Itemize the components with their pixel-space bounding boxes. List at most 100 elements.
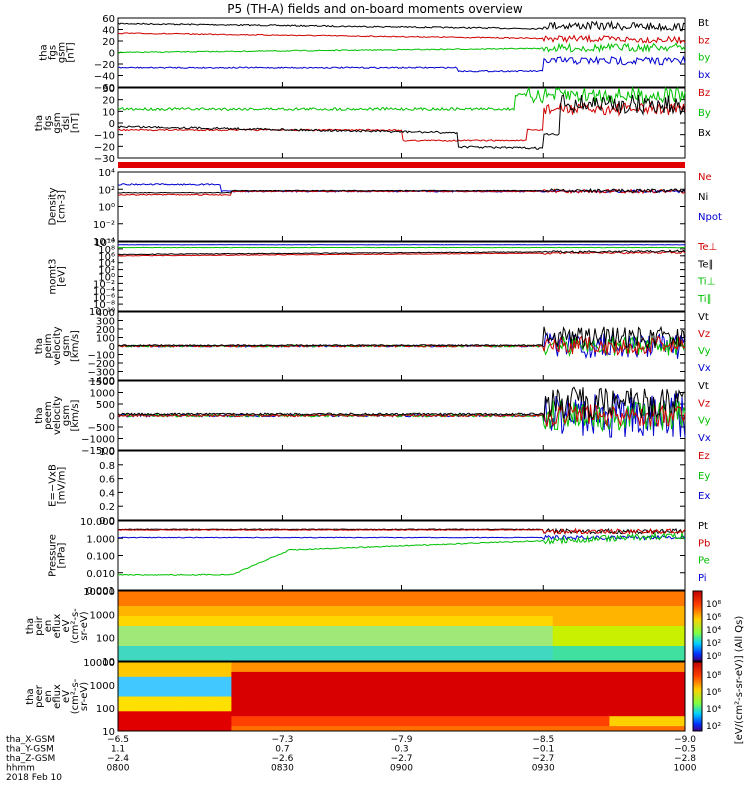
spectrogram-cell — [203, 616, 213, 622]
spectrogram-cell — [618, 601, 629, 607]
spectrogram-cell — [165, 691, 176, 697]
spectrogram-cell — [590, 666, 601, 673]
spectrogram-cell — [533, 726, 544, 732]
y-axis-label: velocity — [52, 396, 63, 435]
spectrogram-cell — [486, 721, 497, 727]
spectrogram-cell — [675, 601, 686, 607]
spectrogram-cell — [259, 656, 270, 662]
spectrogram-cell — [524, 662, 535, 668]
spectrogram-cell — [221, 666, 232, 673]
spectrogram-cell — [316, 626, 327, 632]
spectrogram-cell — [240, 716, 251, 722]
spectrogram-cell — [600, 711, 610, 717]
spectrogram-cell — [533, 706, 544, 712]
y-tick-label: −1500 — [81, 446, 115, 457]
spectrogram-cell — [354, 716, 365, 722]
spectrogram-cell — [590, 671, 601, 678]
spectrogram-cell — [458, 686, 469, 692]
spectrogram-cell — [146, 606, 157, 612]
spectrogram-cell — [221, 676, 232, 683]
spectrogram-cell — [146, 726, 157, 732]
spectrogram-cell — [486, 646, 497, 652]
spectrogram-cell — [496, 696, 506, 702]
spectrogram-cell — [618, 641, 629, 647]
x-row-value: −2.7 — [532, 754, 554, 764]
spectrogram-cell — [155, 701, 166, 707]
spectrogram-cell — [628, 711, 639, 717]
spectrogram-cell — [373, 711, 383, 717]
spectrogram-cell — [420, 656, 431, 662]
spectrogram-cell — [240, 646, 251, 652]
spectrogram-cell — [410, 591, 421, 597]
spectrogram-cell — [505, 616, 516, 622]
spectrogram-cell — [240, 626, 251, 632]
spectrogram-cell — [656, 621, 667, 627]
spectrogram-cell — [344, 681, 355, 688]
spectrogram-cell — [647, 671, 658, 678]
y-axis-label: [km/s] — [70, 330, 81, 362]
spectrogram-cell — [458, 721, 469, 727]
spectrogram-cell — [486, 686, 497, 692]
spectrogram-cell — [165, 666, 176, 673]
spectrogram-cell — [458, 696, 469, 702]
spectrogram-cell — [221, 726, 232, 732]
colorbar-1 — [692, 590, 703, 662]
spectrogram-cell — [439, 686, 450, 692]
spectrogram-cell — [193, 591, 204, 597]
spectrogram-cell — [335, 721, 346, 727]
spectrogram-cell — [429, 646, 440, 652]
spectrogram-cell — [401, 726, 412, 732]
spectrogram-cell — [193, 596, 204, 602]
spectrogram-cell — [231, 662, 242, 668]
spectrogram-cell — [184, 626, 194, 632]
spectrogram-cell — [354, 626, 365, 632]
spectrogram-cell — [240, 651, 251, 657]
spectrogram-cell — [250, 646, 261, 652]
spectrogram-cell — [259, 616, 270, 622]
spectrogram-cell — [581, 686, 591, 692]
spectrogram-cell — [259, 716, 270, 722]
spectrogram-cell — [477, 676, 487, 683]
spectrogram-cell — [401, 641, 412, 647]
spectrogram-cell — [136, 611, 147, 617]
spectrogram-cell — [259, 621, 270, 627]
spectrogram-cell — [221, 601, 232, 607]
spectrogram-cell — [335, 681, 346, 688]
spectrogram-cell — [505, 656, 516, 662]
colorbar-tick-label: 10⁴ — [706, 626, 721, 636]
spectrogram-cell — [618, 711, 629, 717]
spectrogram-cell — [514, 701, 525, 707]
spectrogram-cell — [250, 591, 261, 597]
spectrogram-cell — [581, 611, 591, 617]
spectrogram-cell — [325, 641, 336, 647]
spectrogram-cell — [458, 691, 469, 697]
spectrogram-cell — [146, 681, 157, 688]
spectrogram-cell — [448, 691, 459, 697]
spectrogram-cell — [467, 626, 478, 632]
spectrogram-cell — [647, 696, 658, 702]
legend-vz: Vz — [698, 329, 710, 340]
spectrogram-cell — [439, 656, 450, 662]
spectrogram-cell — [543, 666, 554, 673]
spectrogram-cell — [259, 681, 270, 688]
spectrogram-cell — [420, 626, 431, 632]
spectrogram-cell — [600, 696, 610, 702]
spectrogram-cell — [458, 716, 469, 722]
spectrogram-cell — [666, 662, 676, 668]
spectrogram-cell — [496, 651, 506, 657]
spectrogram-cell — [410, 646, 421, 652]
spectrogram-cell — [354, 641, 365, 647]
spectrogram-cell — [581, 636, 591, 642]
spectrogram-cell — [420, 726, 431, 732]
spectrogram-cell — [666, 591, 676, 597]
spectrogram-cell — [325, 616, 336, 622]
spectrogram-cell — [600, 662, 610, 668]
spectrogram-cell — [278, 616, 289, 622]
spectrogram-cell — [269, 671, 280, 678]
spectrogram-cell — [401, 691, 412, 697]
spectrogram-cell — [203, 591, 213, 597]
legend-vy: Vy — [698, 416, 711, 427]
spectrogram-cell — [524, 691, 535, 697]
spectrogram-cell — [401, 686, 412, 692]
spectrogram-cell — [297, 651, 308, 657]
